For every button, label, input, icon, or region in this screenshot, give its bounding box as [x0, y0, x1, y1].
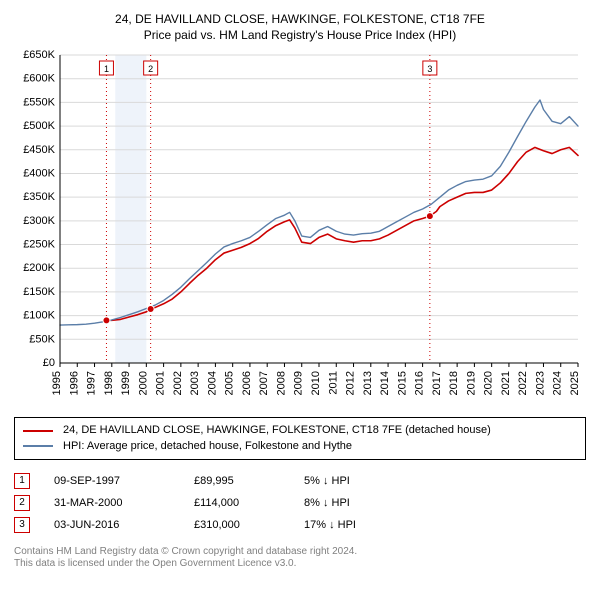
y-tick-label: £200K	[23, 262, 55, 274]
x-tick-label: 1995	[51, 371, 63, 395]
sale-point-icon	[103, 317, 110, 324]
x-tick-label: 2024	[552, 371, 564, 395]
y-tick-label: £450K	[23, 144, 55, 156]
legend-label: 24, DE HAVILLAND CLOSE, HAWKINGE, FOLKES…	[63, 423, 491, 438]
x-tick-label: 2011	[327, 371, 339, 395]
sale-date: 03-JUN-2016	[54, 519, 194, 531]
x-tick-label: 1997	[86, 371, 98, 395]
sale-row: 2 31-MAR-2000£114,0008% ↓ HPI	[14, 492, 586, 514]
sales-table: 1 09-SEP-1997£89,9955% ↓ HPI 2 31-MAR-2000£…	[14, 470, 586, 536]
sale-row: 3 03-JUN-2016£310,00017% ↓ HPI	[14, 514, 586, 536]
x-tick-label: 2010	[310, 371, 322, 395]
x-tick-label: 2006	[241, 371, 253, 395]
y-tick-label: £100K	[23, 310, 55, 322]
y-tick-label: £500K	[23, 120, 55, 132]
sale-date: 31-MAR-2000	[54, 497, 194, 509]
sale-point-icon	[147, 306, 154, 313]
x-tick-label: 1996	[68, 371, 80, 395]
legend-row: 24, DE HAVILLAND CLOSE, HAWKINGE, FOLKES…	[23, 423, 577, 438]
chart-area: £0 £50K £100K £150K £200K £250K £300K £350K £400…	[14, 49, 586, 409]
y-tick-label: £300K	[23, 215, 55, 227]
x-tick-label: 2004	[206, 371, 218, 395]
x-tick-label: 2018	[448, 371, 460, 395]
sale-delta: 5% ↓ HPI	[304, 475, 414, 487]
x-tick-label: 2012	[345, 371, 357, 395]
x-tick-label: 2003	[189, 371, 201, 395]
sale-delta: 8% ↓ HPI	[304, 497, 414, 509]
footnote-line-2: This data is licensed under the Open Gov…	[14, 558, 586, 571]
footnote-line-1: Contains HM Land Registry data © Crown c…	[14, 546, 586, 559]
x-tick-label: 2023	[534, 371, 546, 395]
sale-date: 09-SEP-1997	[54, 475, 194, 487]
x-tick-label: 2009	[293, 371, 305, 395]
sale-badge-number: 3	[427, 64, 432, 74]
x-tick-label: 2007	[258, 371, 270, 395]
line-chart-svg: £0 £50K £100K £150K £200K £250K £300K £350K £400…	[14, 49, 586, 409]
x-tick-label: 1998	[103, 371, 115, 395]
legend-label: HPI: Average price, detached house, Folk…	[63, 439, 352, 454]
legend-swatch-icon	[23, 445, 53, 447]
y-tick-label: £150K	[23, 286, 55, 298]
sale-badge-icon: 3	[14, 517, 30, 533]
sale-badge-icon: 1	[14, 473, 30, 489]
y-tick-label: £350K	[23, 191, 55, 203]
x-tick-label: 2019	[465, 371, 477, 395]
legend-row: HPI: Average price, detached house, Folk…	[23, 439, 577, 454]
sale-row: 1 09-SEP-1997£89,9955% ↓ HPI	[14, 470, 586, 492]
x-tick-label: 2001	[155, 371, 167, 395]
legend: 24, DE HAVILLAND CLOSE, HAWKINGE, FOLKES…	[14, 417, 586, 460]
x-tick-label: 2017	[431, 371, 443, 395]
y-tick-label: £0	[43, 357, 55, 369]
y-tick-label: £50K	[29, 333, 55, 345]
figure: 24, DE HAVILLAND CLOSE, HAWKINGE, FOLKES…	[0, 0, 600, 590]
sale-point-icon	[426, 213, 433, 220]
x-tick-label: 2005	[224, 371, 236, 395]
y-tick-label: £400K	[23, 168, 55, 180]
y-tick-label: £600K	[23, 73, 55, 85]
x-tick-label: 2022	[517, 371, 529, 395]
sale-badge-number: 1	[104, 64, 109, 74]
footnote: Contains HM Land Registry data © Crown c…	[14, 546, 586, 571]
x-tick-label: 2014	[379, 371, 391, 395]
title-line-2: Price paid vs. HM Land Registry's House …	[14, 28, 586, 44]
sale-price: £89,995	[194, 475, 304, 487]
x-tick-label: 2013	[362, 371, 374, 395]
y-tick-label: £650K	[23, 49, 55, 61]
y-tick-label: £250K	[23, 239, 55, 251]
x-tick-label: 2002	[172, 371, 184, 395]
sale-price: £310,000	[194, 519, 304, 531]
x-tick-label: 2021	[500, 371, 512, 395]
title-line-1: 24, DE HAVILLAND CLOSE, HAWKINGE, FOLKES…	[14, 12, 586, 28]
x-tick-label: 2016	[414, 371, 426, 395]
x-tick-label: 2020	[483, 371, 495, 395]
x-tick-label: 2025	[569, 371, 581, 395]
x-tick-label: 2000	[137, 371, 149, 395]
x-tick-label: 2008	[275, 371, 287, 395]
x-tick-label: 1999	[120, 371, 132, 395]
sale-price: £114,000	[194, 497, 304, 509]
legend-swatch-icon	[23, 430, 53, 432]
y-tick-label: £550K	[23, 97, 55, 109]
x-tick-label: 2015	[396, 371, 408, 395]
sale-badge-icon: 2	[14, 495, 30, 511]
sale-badge-number: 2	[148, 64, 153, 74]
chart-title: 24, DE HAVILLAND CLOSE, HAWKINGE, FOLKES…	[14, 12, 586, 43]
sale-delta: 17% ↓ HPI	[304, 519, 414, 531]
